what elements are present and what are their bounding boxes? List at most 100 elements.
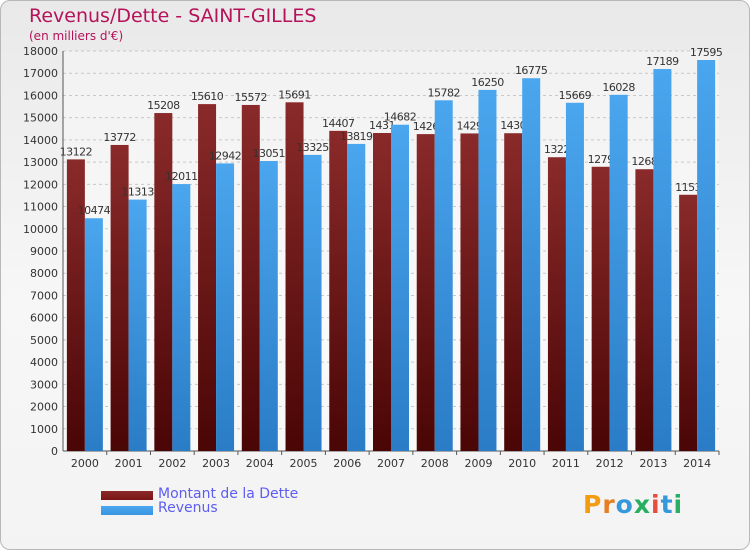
bar-revenus — [522, 78, 541, 451]
bar-dette — [547, 157, 566, 451]
bar-dette — [373, 133, 391, 451]
y-tick-label: 1000 — [30, 423, 58, 436]
data-label: 16028 — [602, 81, 635, 94]
x-tick-label: 2013 — [639, 457, 667, 470]
data-label: 11313 — [121, 186, 154, 199]
y-tick-label: 11000 — [23, 201, 58, 214]
data-label: 1430 — [500, 119, 526, 132]
x-tick-label: 2005 — [290, 457, 318, 470]
logo-letter: r — [602, 490, 616, 519]
data-label: 17595 — [690, 46, 723, 59]
bar-dette — [66, 159, 85, 451]
y-tick-label: 14000 — [23, 134, 58, 147]
bar-revenus — [259, 160, 278, 451]
bar-revenus — [434, 100, 453, 452]
x-tick-label: 2007 — [377, 457, 405, 470]
y-tick-label: 9000 — [30, 245, 58, 258]
data-label: 15669 — [559, 89, 592, 102]
x-tick-label: 2006 — [333, 457, 361, 470]
data-label: 1322 — [544, 143, 570, 156]
logo-letter: i — [673, 490, 684, 519]
y-tick-label: 13000 — [23, 156, 58, 169]
logo-letter: o — [615, 490, 634, 519]
bar-revenus — [347, 143, 366, 451]
y-tick-label: 18000 — [23, 45, 58, 58]
x-tick-label: 2012 — [596, 457, 624, 470]
x-tick-label: 2003 — [202, 457, 230, 470]
data-label: 1429 — [456, 119, 482, 132]
data-label: 15572 — [235, 91, 268, 104]
x-tick-label: 2008 — [421, 457, 449, 470]
data-label: 1279 — [588, 153, 614, 166]
y-tick-label: 8000 — [30, 267, 58, 280]
x-tick-label: 2004 — [246, 457, 274, 470]
data-label: 13819 — [340, 130, 373, 143]
bar-revenus — [84, 218, 103, 451]
x-tick-label: 2014 — [683, 457, 711, 470]
data-label: 15208 — [147, 99, 180, 112]
data-label: 1268 — [631, 155, 657, 168]
data-label: 13122 — [60, 145, 93, 158]
data-label: 1426 — [413, 120, 439, 133]
bar-revenus — [303, 154, 322, 451]
x-tick-label: 2009 — [464, 457, 492, 470]
logo-letter: P — [583, 490, 603, 519]
y-tick-label: 15000 — [23, 112, 58, 125]
bar-dette — [460, 133, 479, 451]
bar-dette — [241, 104, 260, 451]
logo-letter: t — [660, 490, 674, 519]
bar-dette — [110, 144, 129, 451]
data-label: 14682 — [384, 111, 417, 124]
x-tick-label: 2002 — [158, 457, 186, 470]
data-label: 16250 — [471, 76, 504, 89]
bar-dette — [285, 102, 304, 452]
bar-dette — [635, 169, 654, 451]
data-label: 1153 — [675, 181, 701, 194]
data-label: 16775 — [515, 64, 548, 77]
y-tick-label: 16000 — [23, 89, 58, 102]
x-tick-label: 2001 — [115, 457, 143, 470]
data-label: 13772 — [103, 131, 136, 144]
y-tick-label: 4000 — [30, 356, 58, 369]
bar-revenus — [478, 89, 497, 451]
bar-dette — [591, 166, 610, 451]
legend-label-revenus: Revenus — [158, 500, 218, 516]
legend-swatch-revenus — [101, 506, 153, 515]
data-label: 1431 — [369, 119, 395, 132]
bar-dette — [679, 194, 698, 451]
bar-revenus — [565, 102, 584, 452]
data-label: 15782 — [427, 86, 460, 99]
data-label: 15691 — [278, 88, 311, 101]
data-label: 15610 — [191, 90, 224, 103]
y-tick-label: 12000 — [23, 178, 58, 191]
y-tick-label: 2000 — [30, 401, 58, 414]
bar-dette — [198, 104, 217, 451]
bar-revenus — [653, 69, 672, 452]
bar-dette — [329, 130, 348, 451]
bar-dette — [416, 134, 435, 451]
data-label: 12011 — [165, 170, 198, 183]
chart-subtitle: (en milliers d'€) — [29, 29, 124, 43]
bar-revenus — [391, 124, 409, 451]
data-label: 10474 — [78, 204, 111, 217]
y-tick-label: 5000 — [30, 334, 58, 347]
bar-revenus — [128, 199, 147, 451]
bar-dette — [504, 133, 523, 451]
y-tick-label: 10000 — [23, 223, 58, 236]
y-tick-label: 0 — [51, 445, 58, 458]
x-tick-label: 2000 — [71, 457, 99, 470]
y-tick-label: 7000 — [30, 289, 58, 302]
y-tick-label: 17000 — [23, 67, 58, 80]
logo-letter: i — [651, 490, 661, 519]
legend-swatch-dette — [101, 491, 153, 500]
y-tick-label: 3000 — [30, 378, 58, 391]
data-label: 12942 — [209, 149, 242, 162]
chart-title: Revenus/Dette - SAINT-GILLES — [29, 5, 317, 27]
proxiti-logo: Proxiti — [583, 490, 683, 519]
bar-revenus — [216, 163, 235, 451]
y-tick-label: 6000 — [30, 312, 58, 325]
data-label: 13051 — [253, 147, 286, 160]
bar-revenus — [609, 94, 628, 452]
